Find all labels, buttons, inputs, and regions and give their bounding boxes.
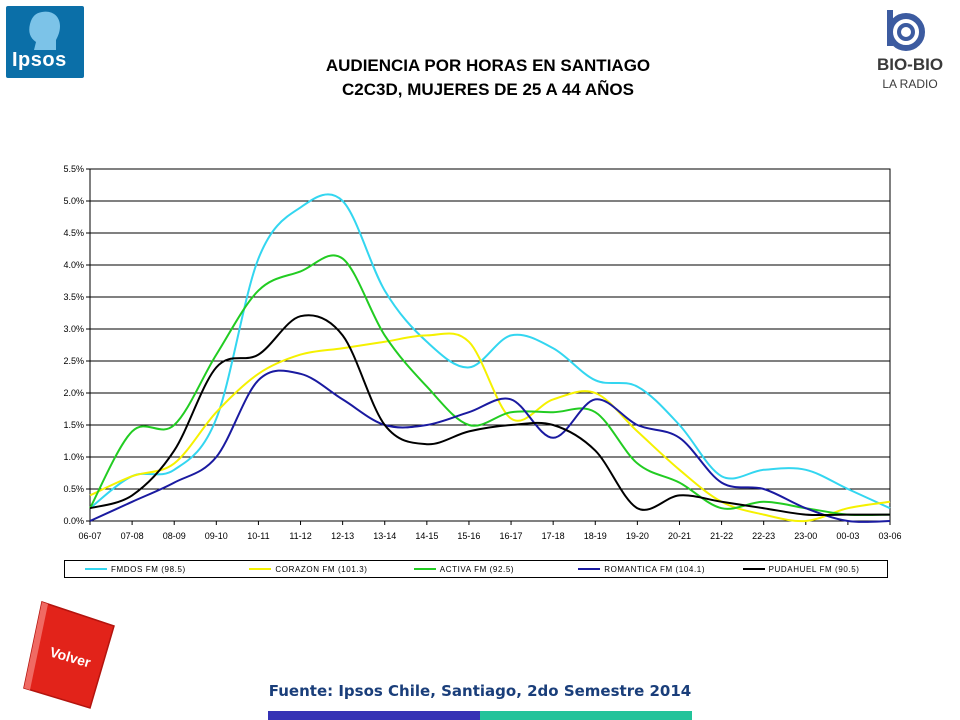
biobio-logo-text: BIO-BIO <box>877 55 943 74</box>
legend-swatch <box>85 568 107 570</box>
x-tick-label: 17-18 <box>542 531 565 541</box>
ipsos-logo: Ipsos <box>6 6 84 78</box>
legend-label: CORAZON FM (101.3) <box>275 564 368 574</box>
x-tick-label: 20-21 <box>668 531 691 541</box>
series-line-3 <box>89 369 891 523</box>
y-tick-label: 4.0% <box>63 260 84 270</box>
legend-entry: FMDOS FM (98.5) <box>85 561 186 577</box>
legend-entry: CORAZON FM (101.3) <box>249 561 367 577</box>
x-tick-label: 21-22 <box>710 531 733 541</box>
legend-label: PUDAHUEL FM (90.5) <box>768 564 860 574</box>
y-tick-label: 0.5% <box>63 484 84 494</box>
biobio-b-icon <box>887 10 925 51</box>
x-tick-label: 03-06 <box>878 531 901 541</box>
y-tick-label: 2.0% <box>63 388 84 398</box>
x-tick-label: 12-13 <box>331 531 354 541</box>
footer-bar-green <box>480 711 692 720</box>
source-note: Fuente: Ipsos Chile, Santiago, 2do Semes… <box>268 682 692 700</box>
x-tick-label: 00-03 <box>836 531 859 541</box>
series-line-4 <box>89 314 891 517</box>
y-tick-label: 3.0% <box>63 324 84 334</box>
plot-area <box>89 168 891 522</box>
volver-button[interactable]: Volver <box>20 600 116 710</box>
x-tick-label: 16-17 <box>500 531 523 541</box>
x-tick-label: 09-10 <box>205 531 228 541</box>
x-tick-label: 19-20 <box>626 531 649 541</box>
x-tick-label: 06-07 <box>78 531 101 541</box>
y-tick-label: 2.5% <box>63 356 84 366</box>
series-line-0 <box>89 193 891 510</box>
legend-label: FMDOS FM (98.5) <box>111 564 186 574</box>
x-tick-label: 15-16 <box>457 531 480 541</box>
legend-label: ROMANTICA FM (104.1) <box>604 564 706 574</box>
ipsos-logo-text: Ipsos <box>12 49 67 71</box>
x-tick-label: 14-15 <box>415 531 438 541</box>
series-line-2 <box>89 254 891 517</box>
legend-swatch <box>413 568 436 570</box>
footer-bar-blue <box>268 711 480 720</box>
x-tick-label: 10-11 <box>247 531 269 541</box>
y-tick-label: 4.5% <box>63 228 84 238</box>
x-tick-label: 08-09 <box>163 531 186 541</box>
ipsos-profile-icon <box>29 11 60 50</box>
y-tick-label: 1.0% <box>63 452 84 462</box>
y-tick-label: 5.5% <box>63 164 84 174</box>
x-tick-label: 18-19 <box>584 531 607 541</box>
biobio-logo: BIO-BIO LA RADIO <box>870 6 950 106</box>
legend-swatch <box>578 568 601 570</box>
x-tick-label: 23-00 <box>794 531 817 541</box>
legend-entry: ACTIVA FM (92.5) <box>413 561 515 577</box>
biobio-logo-subtext: LA RADIO <box>882 77 937 91</box>
y-tick-label: 0.0% <box>63 516 84 526</box>
x-tick-label: 22-23 <box>752 531 775 541</box>
y-tick-label: 3.5% <box>63 292 84 302</box>
x-tick-label: 11-12 <box>289 531 311 541</box>
y-tick-label: 1.5% <box>63 420 84 430</box>
chart-legend: FMDOS FM (98.5) CORAZON FM (101.3) ACTIVA … <box>64 560 888 578</box>
x-tick-label: 13-14 <box>373 531 396 541</box>
legend-entry: PUDAHUEL FM (90.5) <box>742 561 860 577</box>
legend-entry: ROMANTICA FM (104.1) <box>578 561 705 577</box>
legend-swatch <box>742 568 765 570</box>
x-tick-label: 07-08 <box>121 531 144 541</box>
chart-title: AUDIENCIA POR HORAS EN SANTIAGO <box>325 56 651 75</box>
series-line-1 <box>89 332 891 523</box>
chart-subtitle: C2C3D, MUJERES DE 25 A 44 AÑOS <box>342 80 634 99</box>
y-tick-label: 5.0% <box>63 196 84 206</box>
legend-swatch <box>249 568 272 570</box>
legend-label: ACTIVA FM (92.5) <box>439 564 515 574</box>
